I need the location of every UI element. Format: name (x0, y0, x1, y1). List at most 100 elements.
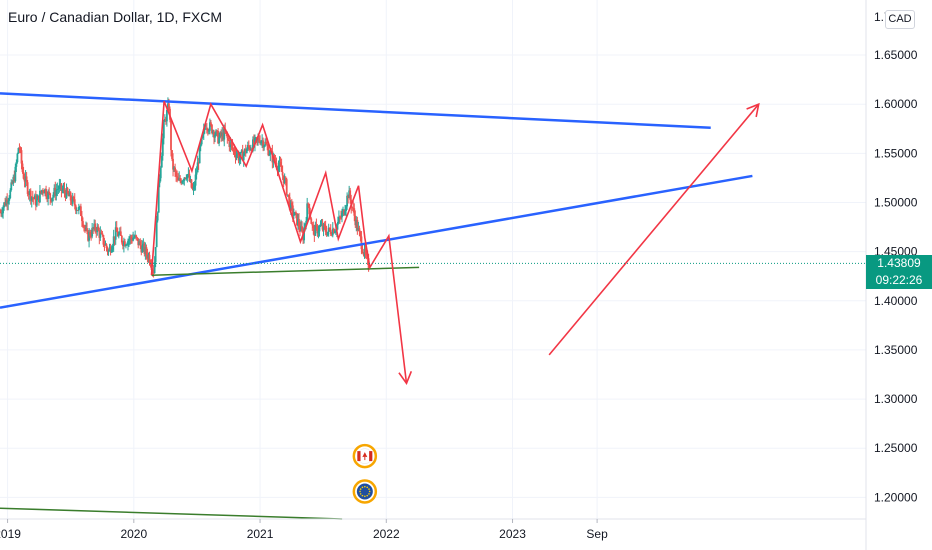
candle-body (68, 192, 71, 197)
grid-lines (0, 0, 866, 519)
candle-body (56, 189, 59, 191)
candle-body (322, 224, 325, 230)
candle-body (358, 228, 361, 232)
candle-body (321, 224, 324, 230)
candle-body (28, 190, 31, 195)
candle-body (362, 252, 365, 255)
candle-body (182, 180, 185, 182)
candle-body (143, 243, 146, 254)
price-tick-label: 1.25000 (874, 441, 918, 455)
candle-body (325, 231, 328, 236)
time-axis[interactable]: 2019 2020 2021 2022 2023 Sep (0, 519, 608, 541)
candle-body (247, 145, 250, 148)
candle-body (23, 178, 26, 182)
candle-body (44, 189, 46, 194)
current-price-value: 1.43809 (877, 256, 921, 271)
candle-body (300, 226, 302, 232)
candle-body (248, 147, 251, 150)
candle-body (312, 225, 315, 229)
candle-body (365, 254, 368, 256)
candle-body (229, 142, 232, 147)
candle-body (336, 221, 339, 225)
candle-body (283, 177, 286, 183)
event-markers[interactable] (352, 443, 378, 504)
candle-body (97, 226, 100, 231)
candle-body (352, 207, 355, 209)
candle-body (292, 215, 295, 216)
candle-body (134, 235, 137, 238)
candle-body (207, 130, 210, 132)
candle-body (83, 226, 85, 228)
candle-body (5, 199, 8, 206)
price-tick-label: 1.20000 (874, 490, 918, 504)
candle-body (310, 218, 313, 224)
candle-body (361, 249, 364, 253)
flag-star (368, 490, 371, 493)
arrow-down-head (398, 370, 413, 386)
candle-body (45, 189, 47, 197)
candle-body (284, 177, 287, 180)
candle-body (53, 187, 56, 195)
candle-body (136, 237, 139, 239)
candle-body (129, 236, 131, 240)
candle-body (279, 162, 282, 166)
candle-body (346, 195, 349, 207)
candle-body (188, 173, 191, 182)
candle-body (24, 176, 27, 182)
eu-flag-icon[interactable] (352, 479, 378, 504)
candle-body (221, 132, 224, 137)
candle-body (353, 208, 356, 216)
candle-body (105, 244, 108, 249)
candle-body (10, 182, 13, 191)
candle-body (264, 141, 267, 146)
candle-body (318, 226, 321, 232)
candle-body (179, 178, 182, 181)
candle-body (138, 241, 141, 246)
candle-body (363, 248, 366, 255)
candle-body (246, 145, 249, 150)
candle-body (323, 224, 326, 227)
drawings[interactable] (0, 92, 760, 520)
candle-body (49, 193, 52, 199)
candle-body (131, 238, 133, 241)
candle-body (94, 223, 97, 230)
price-axis[interactable]: 1.20000 1.25000 1.30000 1.35000 1.40000 1.450… (874, 10, 918, 504)
current-price-tag: 1.43809 09:22:26 (866, 255, 932, 290)
flag-star (359, 490, 361, 493)
candle-body (230, 142, 233, 145)
candle-body (226, 133, 229, 138)
candle-body (262, 140, 265, 148)
flag-star (366, 494, 369, 497)
candle-body (268, 154, 271, 156)
flag-star (361, 494, 364, 497)
candle-body (286, 194, 289, 196)
candle-body (197, 162, 200, 164)
currency-badge[interactable]: CAD (885, 10, 915, 29)
candle-body (289, 202, 292, 210)
candle-body (180, 180, 183, 184)
candle-body (66, 188, 69, 194)
time-tick-label: 2022 (373, 527, 400, 541)
trend-line (0, 174, 753, 309)
candle-body (22, 172, 25, 179)
candle-body (107, 250, 110, 252)
candle-body (326, 231, 329, 236)
candle-body (287, 194, 290, 198)
candle-body (30, 196, 33, 201)
candle-body (152, 270, 155, 274)
canada-flag-icon[interactable] (352, 443, 378, 469)
price-tick-label: 1.40000 (874, 294, 918, 308)
candle-body (340, 217, 342, 219)
candle-body (108, 247, 111, 251)
candle-body (311, 223, 314, 226)
candle-body (257, 138, 259, 140)
candle-body (13, 176, 16, 182)
candle-body (291, 205, 294, 216)
candle-body (185, 178, 188, 180)
candle-body (249, 149, 252, 150)
candle-body (200, 137, 203, 145)
time-tick-label: 2021 (247, 527, 274, 541)
candle-body (181, 181, 184, 184)
candle-body (219, 132, 222, 138)
